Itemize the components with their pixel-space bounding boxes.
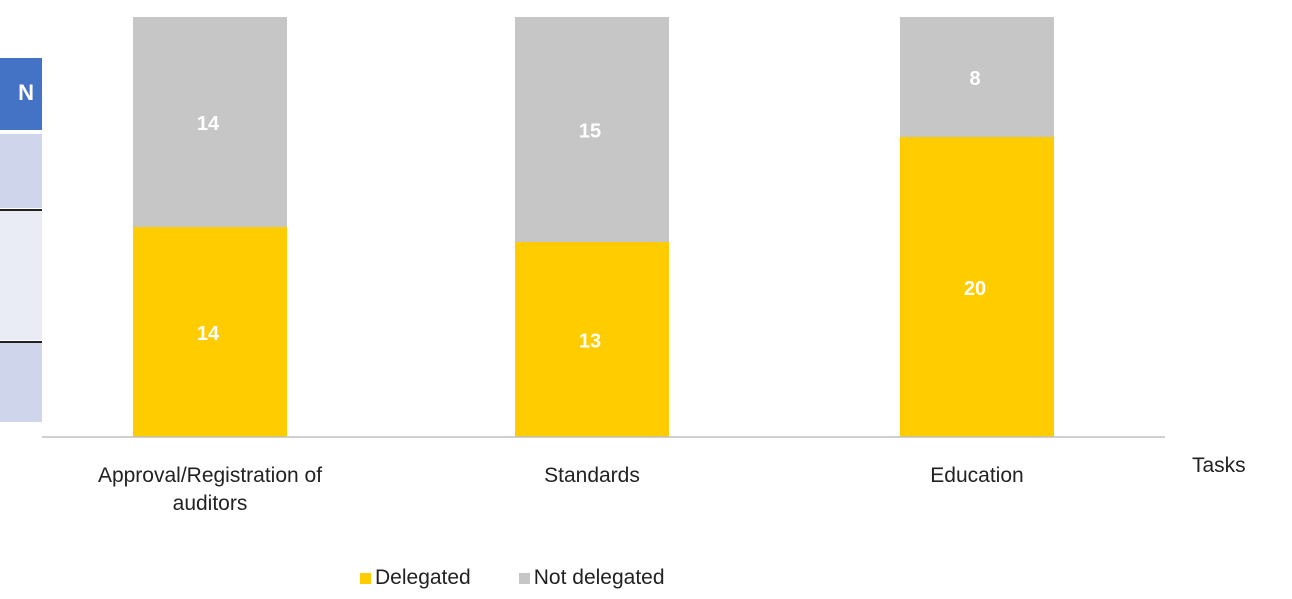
category-label-1: Standards <box>544 464 640 487</box>
data-label-not-delegated-0: 14 <box>197 113 220 135</box>
bar-delegated-1 <box>515 242 669 437</box>
table-header-text: N <box>18 80 34 105</box>
legend-item-not-delegated: Not delegated <box>518 566 665 590</box>
bar-not-delegated-0 <box>133 17 287 227</box>
category-label-0-line2: auditors <box>173 492 248 515</box>
table-row <box>0 342 42 422</box>
bar-delegated-0 <box>133 227 287 437</box>
table-row <box>0 134 42 208</box>
data-label-delegated-2: 20 <box>964 278 986 300</box>
x-axis-title: Tasks <box>1192 454 1246 477</box>
bar-not-delegated-1 <box>515 17 669 242</box>
category-labels-group: Approval/Registration of auditors Standard… <box>98 464 1024 515</box>
legend-label-not-delegated: Not delegated <box>533 566 665 589</box>
category-label-2: Education <box>930 464 1023 487</box>
data-label-delegated-1: 13 <box>579 331 601 353</box>
bar-delegated-2 <box>900 137 1054 437</box>
data-label-delegated-0: 14 <box>197 323 220 345</box>
table-fragment: N <box>0 58 42 423</box>
table-divider <box>0 209 42 211</box>
legend-item-delegated: Delegated <box>360 566 471 590</box>
table-row <box>0 210 42 340</box>
legend-swatch-not-delegated <box>518 572 530 584</box>
legend-swatch-delegated <box>360 572 371 584</box>
table-header-cell: N <box>0 58 42 130</box>
legend-label-delegated: Delegated <box>375 566 471 589</box>
legend: Delegated Not delegated <box>360 566 713 590</box>
data-label-not-delegated-1: 15 <box>579 121 601 143</box>
category-label-0: Approval/Registration of <box>98 464 322 487</box>
bars-group <box>133 17 1054 437</box>
table-divider <box>0 341 42 343</box>
bar-labels-group: 14 14 13 15 20 8 <box>197 68 986 353</box>
bar-not-delegated-2 <box>900 17 1054 137</box>
data-label-not-delegated-2: 8 <box>969 68 980 90</box>
